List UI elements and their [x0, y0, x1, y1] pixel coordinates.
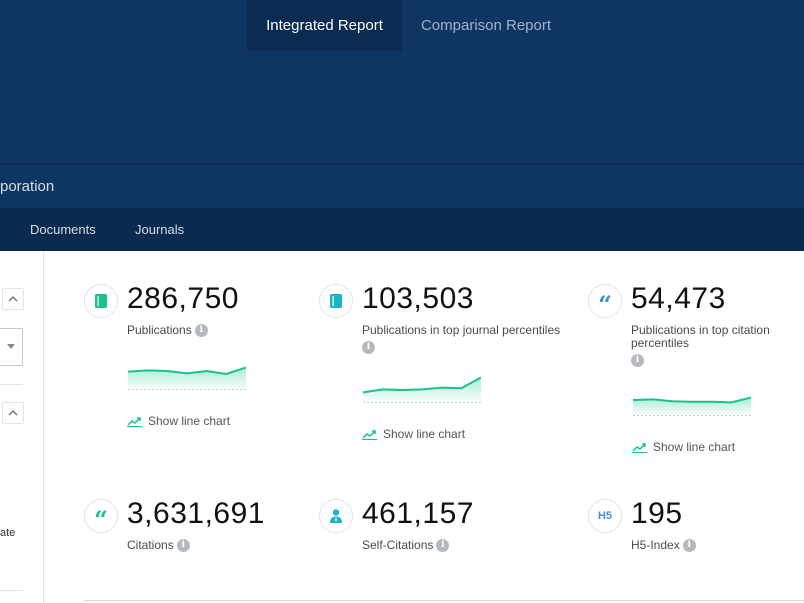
metric-label: Publications i [127, 324, 287, 338]
info-icon[interactable]: i [194, 324, 208, 338]
nav-item-journals[interactable]: Journals [135, 222, 185, 237]
info-icon[interactable]: i [682, 539, 696, 553]
metric-value: 54,473 [631, 282, 726, 315]
chevron-up-icon [8, 410, 18, 416]
trend-line-icon [127, 417, 142, 427]
quote-icon: “ [84, 499, 118, 533]
chevron-up-icon [8, 296, 18, 302]
show-line-chart-button[interactable]: Show line chart [127, 414, 230, 428]
tab-integrated-report[interactable]: Integrated Report [247, 0, 402, 51]
divider [84, 600, 804, 601]
sparkline-line [363, 376, 481, 394]
sparkline-top-citation-percentiles [633, 396, 751, 416]
metric-value: 103,503 [362, 282, 474, 315]
entity-title: poration [0, 178, 55, 195]
info-icon[interactable]: i [436, 539, 450, 553]
sparkline-line [128, 366, 246, 376]
quote-icon: “ [588, 284, 622, 318]
sparkline-publications [128, 366, 246, 390]
filter-select[interactable] [0, 328, 23, 366]
person-icon [319, 499, 353, 533]
metric-label: Publications in top journal percentiles i [362, 323, 561, 354]
metric-label: Self-Citations i [362, 539, 522, 553]
metric-label: H5-Index i [631, 539, 791, 553]
metric-label: Publications in top citation percentiles… [631, 323, 770, 367]
book-icon [319, 284, 353, 318]
metrics-panel: 286,750 Publications i Show line chart 10… [44, 251, 804, 603]
divider [0, 384, 23, 385]
collapse-button[interactable] [2, 288, 24, 310]
metric-value: 461,157 [362, 497, 474, 530]
metric-label: Citations i [127, 539, 287, 553]
divider [0, 590, 23, 591]
show-line-chart-button[interactable]: Show line chart [362, 427, 465, 441]
collapse-button[interactable] [2, 402, 24, 424]
metric-value: 3,631,691 [127, 497, 265, 530]
sparkline-top-journal-percentiles [363, 376, 481, 403]
trend-line-icon [632, 443, 647, 453]
hero-banner [0, 51, 804, 163]
filter-sidebar: ate [0, 251, 44, 603]
section-nav: Documents Journals [0, 208, 804, 251]
metric-value: 286,750 [127, 282, 239, 315]
show-line-chart-button[interactable]: Show line chart [632, 440, 735, 454]
tab-comparison-report[interactable]: Comparison Report [420, 17, 552, 34]
nav-item-documents[interactable]: Documents [30, 222, 96, 237]
sparkline-area [633, 397, 751, 415]
caret-down-icon [7, 344, 15, 349]
book-icon [84, 284, 118, 318]
metric-value: 195 [631, 497, 683, 530]
entity-header: poration [0, 163, 804, 209]
top-navigation-bar: Integrated Report Comparison Report [0, 0, 804, 52]
info-icon[interactable]: i [176, 539, 190, 553]
sparkline-line [633, 396, 751, 404]
h5-icon: H5 [588, 499, 622, 533]
sidebar-partial-label: ate [0, 527, 16, 539]
trend-line-icon [362, 430, 377, 440]
info-icon[interactable]: i [631, 354, 644, 367]
info-icon[interactable]: i [362, 341, 375, 354]
